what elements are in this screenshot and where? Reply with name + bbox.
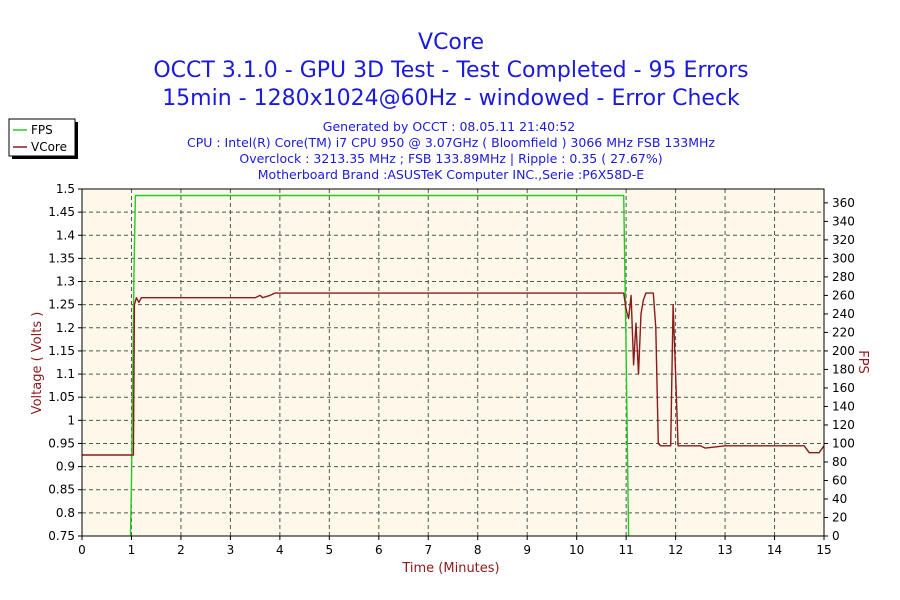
plot-border — [81, 188, 825, 537]
x-tick-label: 8 — [474, 543, 482, 557]
y-left-tick-label: 1.35 — [48, 251, 75, 265]
y-right-tick-label: 20 — [832, 510, 847, 524]
x-tick-label: 4 — [276, 543, 284, 557]
legend-label-fps: FPS — [31, 123, 53, 137]
y-left-tick-label: 1 — [67, 413, 75, 427]
x-tick-label: 3 — [227, 543, 235, 557]
y-right-tick-label: 60 — [832, 473, 847, 487]
info-line-generated: Generated by OCCT : 08.05.11 21:40:52 — [323, 119, 575, 134]
x-tick-label: 6 — [375, 543, 383, 557]
chart-title-line-1: VCore — [418, 30, 484, 55]
legend-box — [8, 118, 76, 157]
x-tick-label: 2 — [177, 543, 185, 557]
legend-label-vcore: VCore — [31, 140, 67, 154]
y-left-tick-label: 1.5 — [56, 182, 75, 196]
x-tick-label: 9 — [523, 543, 531, 557]
info-line-overclock: Overclock : 3213.35 MHz ; FSB 133.89MHz … — [239, 151, 662, 166]
x-tick-label: 1 — [128, 543, 136, 557]
y-right-tick-label: 200 — [832, 344, 855, 358]
y-right-tick-label: 100 — [832, 436, 855, 450]
y-left-tick-label: 1.25 — [48, 298, 75, 312]
x-axis-ticks: 0 1 2 3 4 5 6 7 8 9 10 11 12 13 14 15 — [78, 536, 832, 557]
y-left-tick-label: 1.05 — [48, 390, 75, 404]
y-left-tick-label: 1.2 — [56, 321, 75, 335]
y-left-tick-label: 0.9 — [56, 460, 75, 474]
x-axis-title: Time (Minutes) — [401, 561, 499, 576]
y-right-tick-label: 300 — [832, 251, 855, 265]
x-tick-label: 7 — [424, 543, 432, 557]
y-left-tick-label: 1.45 — [48, 205, 75, 219]
y-left-tick-label: 1.4 — [56, 228, 75, 242]
y-left-axis-title: Voltage ( Volts ) — [30, 312, 45, 415]
x-tick-label: 14 — [767, 543, 782, 557]
x-tick-label: 10 — [569, 543, 584, 557]
y-left-axis-ticks: 0.75 0.8 0.85 0.9 0.95 1 1.05 1.1 1.15 1.2 1.25 1.3… — [48, 182, 82, 543]
x-tick-label: 11 — [618, 543, 633, 557]
y-left-tick-label: 1.1 — [56, 367, 75, 381]
chart-title-line-3: 15min - 1280x1024@60Hz - windowed - Erro… — [162, 86, 740, 111]
y-left-tick-label: 1.3 — [56, 275, 75, 289]
y-left-tick-label: 0.95 — [48, 436, 75, 450]
grid-lines — [82, 189, 824, 536]
chart-titles: VCore OCCT 3.1.0 - GPU 3D Test - Test Co… — [153, 30, 748, 111]
y-right-tick-label: 360 — [832, 196, 855, 210]
x-tick-label: 13 — [717, 543, 732, 557]
legend: FPS VCore — [8, 118, 78, 159]
x-tick-label: 12 — [668, 543, 683, 557]
y-right-tick-label: 320 — [832, 233, 855, 247]
y-right-axis-ticks: 0 20 40 60 80 100 120 140 160 180 200 220 240 260 280 3… — [824, 196, 855, 543]
x-tick-label: 15 — [816, 543, 831, 557]
chart-info: Generated by OCCT : 08.05.11 21:40:52 CP… — [187, 119, 715, 182]
x-tick-label: 0 — [78, 543, 86, 557]
y-right-tick-label: 260 — [832, 288, 855, 302]
series-line-vcore — [82, 292, 825, 456]
y-left-tick-label: 1.15 — [48, 344, 75, 358]
info-line-cpu: CPU : Intel(R) Core(TM) i7 CPU 950 @ 3.0… — [187, 135, 715, 150]
plot-area — [81, 188, 825, 537]
y-right-axis-title: FPS — [855, 350, 870, 374]
info-line-motherboard: Motherboard Brand :ASUSTeK Computer INC.… — [258, 167, 645, 182]
series-line-fps — [129, 194, 630, 537]
y-left-tick-label: 0.8 — [56, 506, 75, 520]
y-right-tick-label: 180 — [832, 362, 855, 376]
y-right-tick-label: 160 — [832, 381, 855, 395]
y-right-tick-label: 220 — [832, 325, 855, 339]
y-right-tick-label: 80 — [832, 455, 847, 469]
y-right-tick-label: 240 — [832, 307, 855, 321]
y-right-tick-label: 340 — [832, 214, 855, 228]
y-left-tick-label: 0.75 — [48, 529, 75, 543]
y-right-tick-label: 140 — [832, 399, 855, 413]
chart-title-line-2: OCCT 3.1.0 - GPU 3D Test - Test Complete… — [153, 58, 748, 83]
y-right-tick-label: 280 — [832, 270, 855, 284]
y-left-tick-label: 0.85 — [48, 483, 75, 497]
y-right-tick-label: 40 — [832, 492, 847, 506]
y-right-tick-label: 0 — [832, 529, 840, 543]
series-lines — [82, 194, 825, 537]
y-right-tick-label: 120 — [832, 418, 855, 432]
x-tick-label: 5 — [326, 543, 334, 557]
